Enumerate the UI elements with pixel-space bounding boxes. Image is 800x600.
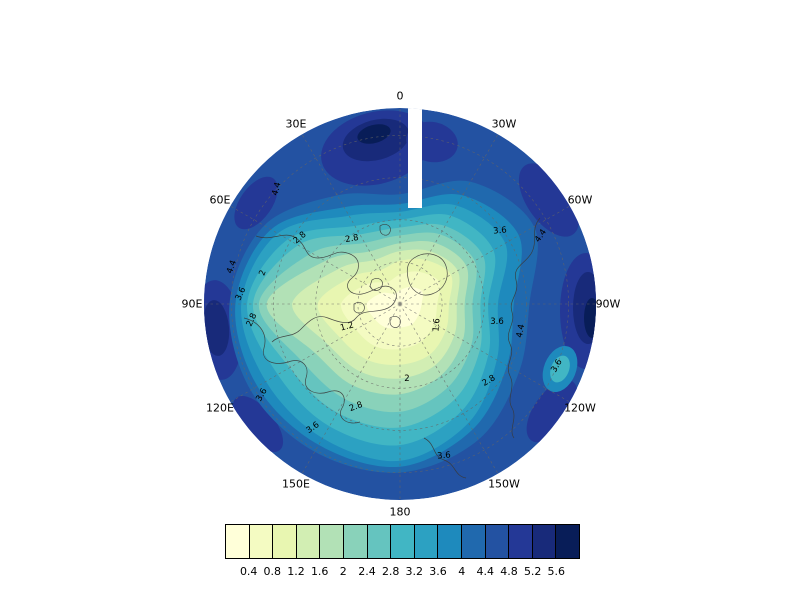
contour-label: 2 bbox=[404, 374, 410, 384]
colorbar-tick-label: 5.2 bbox=[523, 565, 542, 578]
colorbar-tick-label: 1.2 bbox=[287, 565, 305, 578]
colorbar-cell bbox=[343, 525, 368, 558]
colorbar-tick-label: 3.2 bbox=[405, 565, 424, 578]
low-value-pockets bbox=[542, 345, 578, 393]
colorbar-tick-label: 2.4 bbox=[358, 565, 376, 578]
colorbar-tick-label: 1.6 bbox=[310, 565, 329, 578]
longitude-label-90E: 90E bbox=[181, 297, 203, 311]
colorbar-tick-label: 5.6 bbox=[547, 565, 566, 578]
longitude-label-120W: 120W bbox=[564, 401, 596, 415]
colorbar-cell bbox=[438, 525, 462, 558]
longitude-label-180: 180 bbox=[389, 505, 411, 519]
longitude-label-120E: 120E bbox=[206, 401, 234, 415]
contour-label: 1.6 bbox=[431, 317, 443, 333]
longitude-label-30W: 30W bbox=[491, 117, 517, 131]
contour-label: 3.6 bbox=[492, 225, 508, 237]
colorbar-tick-label: 4.8 bbox=[500, 565, 518, 578]
colorbar-cells bbox=[225, 524, 580, 559]
colorbar-tick-label: 3.6 bbox=[429, 565, 447, 578]
contour-label: 3.6 bbox=[436, 450, 452, 462]
colorbar-cell bbox=[509, 525, 533, 558]
colorbar-cell bbox=[249, 525, 274, 558]
colorbar-cell bbox=[226, 525, 250, 558]
colorbar-tick-label: 2 bbox=[339, 565, 347, 578]
polar-map bbox=[204, 108, 596, 500]
longitude-label-90W: 90W bbox=[595, 297, 621, 311]
colorbar-cell bbox=[367, 525, 392, 558]
colorbar-cell bbox=[296, 525, 321, 558]
colorbar-cell bbox=[320, 525, 344, 558]
colorbar: 0.4 0.8 1.2 1.6 2 2.4 2.8 3.2 3.6 4 4.4 4.8 5.2 5.6 bbox=[225, 524, 580, 578]
colorbar-tick-label: 2.8 bbox=[381, 565, 400, 578]
longitude-label-0: 0 bbox=[396, 89, 404, 103]
colorbar-cell bbox=[485, 525, 510, 558]
graticule bbox=[204, 108, 596, 500]
colorbar-tick-label: 0.4 bbox=[239, 565, 258, 578]
latitude-circle bbox=[231, 135, 569, 473]
contour-fill-rings bbox=[229, 180, 538, 473]
colorbar-tick-label: 0.8 bbox=[263, 565, 282, 578]
colorbar-cell bbox=[532, 525, 557, 558]
colorbar-cell bbox=[273, 525, 297, 558]
longitude-label-150E: 150E bbox=[282, 477, 310, 491]
longitude-label-30E: 30E bbox=[285, 117, 307, 131]
colorbar-tick-label: 4 bbox=[458, 565, 466, 578]
longitude-label-60W: 60W bbox=[567, 193, 593, 207]
colorbar-cell bbox=[414, 525, 439, 558]
coastlines bbox=[243, 217, 541, 479]
latitude-circle bbox=[357, 261, 443, 347]
latitude-circle bbox=[273, 177, 527, 431]
colorbar-cell bbox=[391, 525, 415, 558]
colorbar-cell bbox=[556, 525, 579, 558]
data-gap-notch bbox=[408, 108, 422, 208]
contour-label: 3.6 bbox=[490, 317, 504, 327]
contour-fill-ring bbox=[366, 286, 423, 329]
longitude-label-60E: 60E bbox=[209, 193, 231, 207]
colorbar-cell bbox=[461, 525, 486, 558]
longitude-label-150W: 150W bbox=[488, 477, 520, 491]
colorbar-tick-label: 4.4 bbox=[476, 565, 495, 578]
